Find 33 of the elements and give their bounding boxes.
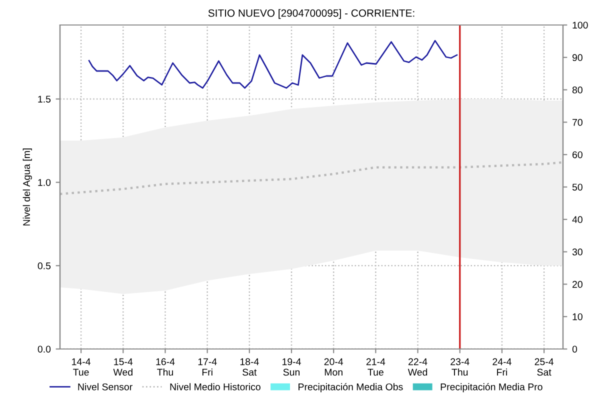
chart-title: SITIO NUEVO [2904700095] - CORRIENTE: — [208, 9, 414, 19]
y2-tick-label: 60 — [572, 151, 582, 158]
y2-tick-label: 30 — [572, 248, 582, 256]
y2-tick-label: 50 — [572, 184, 582, 191]
y2-tick-label: 100 — [572, 22, 588, 29]
legend-label: Precipitación Media Obs — [298, 383, 403, 392]
y-tick-label: 1.5 — [38, 96, 51, 103]
y-tick-label: 0.0 — [38, 346, 51, 353]
x-tick-label: 21-4 Tue — [366, 358, 386, 376]
x-tick-label: 24-4 Fri — [492, 358, 512, 376]
y-tick-label: 0.5 — [38, 262, 51, 270]
x-tick-label: 20-4 Mon — [324, 358, 344, 376]
y-axis-title: Nivel del Agua [m] — [22, 148, 32, 226]
x-tick-label: 14-4 Tue — [72, 358, 90, 376]
y-tick-label: 1.0 — [38, 179, 51, 186]
x-tick-label: 15-4 Wed — [113, 358, 133, 376]
x-tick-label: 16-4 Thu — [156, 358, 175, 376]
y2-tick-label: 90 — [572, 54, 582, 62]
legend-label: Precipitación Media Pro — [440, 383, 542, 392]
x-tick-label: 22-4 Wed — [408, 358, 428, 376]
x-tick-label: 18-4 Sat — [240, 358, 259, 376]
x-tick-label: 23-4 Thu — [450, 358, 470, 376]
x-tick-label: 19-4 Sun — [282, 358, 301, 376]
y2-tick-label: 80 — [572, 86, 582, 94]
y2-tick-label: 0 — [572, 346, 578, 353]
legend-label: Nivel Sensor — [78, 383, 132, 390]
x-tick-label: 25-4 Sat — [534, 358, 554, 376]
x-tick-label: 17-4 Fri — [198, 358, 217, 376]
legend-label: Nivel Medio Historico — [170, 383, 260, 390]
y2-tick-label: 20 — [572, 280, 582, 288]
y2-tick-label: 10 — [572, 313, 582, 320]
y2-tick-label: 70 — [572, 118, 582, 126]
y2-tick-label: 40 — [572, 216, 582, 224]
